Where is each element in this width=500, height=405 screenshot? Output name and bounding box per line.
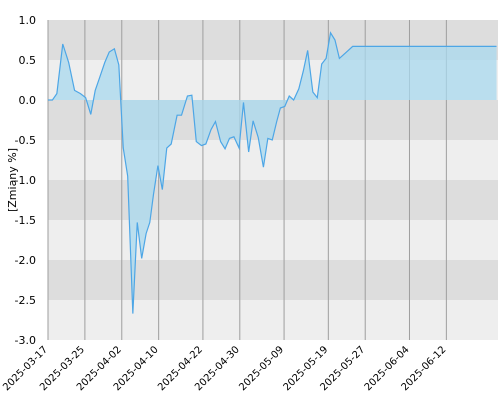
area-layer <box>48 31 497 314</box>
background-band <box>48 140 498 180</box>
vertical-gridlines <box>47 20 447 340</box>
background-band <box>48 220 498 260</box>
y-tick-label: 0.0 <box>19 94 37 107</box>
y-tick-label: -2.5 <box>15 294 36 307</box>
series-line <box>48 31 497 314</box>
x-tick-label: 2025-05-09 <box>237 344 286 393</box>
y-axis-label: [Zmiany %] <box>6 148 19 212</box>
y-tick-label: -3.0 <box>15 334 36 347</box>
background-band <box>48 260 498 300</box>
y-tick-label: -0.5 <box>15 134 36 147</box>
y-tick-label: 1.0 <box>19 14 37 27</box>
y-tick-label: 0.5 <box>19 54 37 67</box>
y-axis-ticks: 1.0 0.5 0.0 -0.5 -1.0 -1.5 -2.0 -2.5 -3.0 <box>15 14 36 347</box>
y-tick-label: -1.5 <box>15 214 36 227</box>
background-band <box>48 300 498 340</box>
background-band <box>48 180 498 220</box>
y-tick-label: -2.0 <box>15 254 36 267</box>
x-axis-ticks: 2025-03-172025-03-252025-04-022025-04-10… <box>1 344 448 393</box>
y-tick-label: -1.0 <box>15 174 36 187</box>
series-area <box>48 32 497 314</box>
